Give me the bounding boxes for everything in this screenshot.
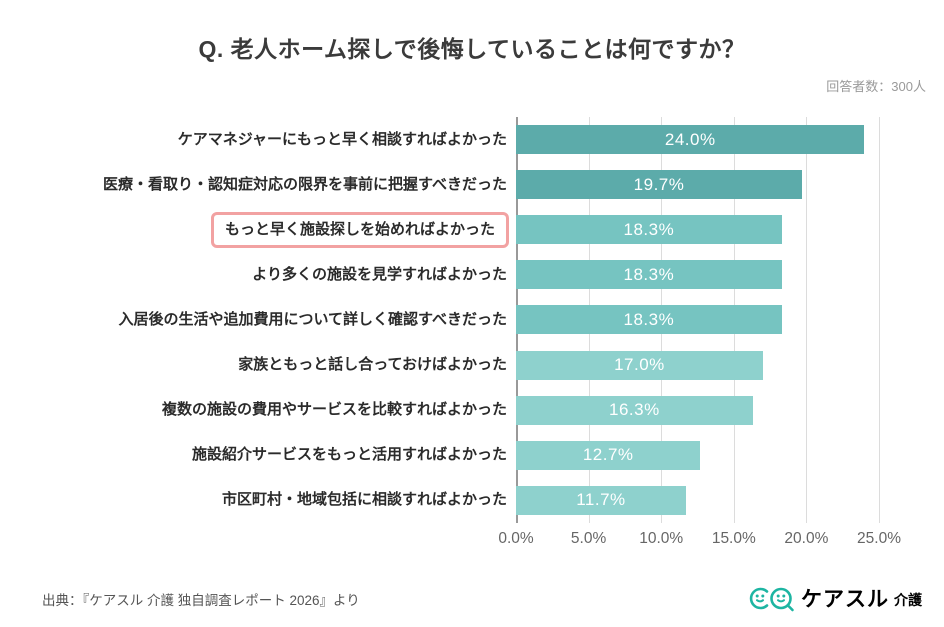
- category-label: 入居後の生活や追加費用について詳しく確認すべきだった: [118, 310, 507, 328]
- category-label: 施設紹介サービスをもっと活用すればよかった: [191, 446, 507, 464]
- bar: 18.3%: [516, 260, 782, 290]
- chart-row: 医療・看取り・認知症対応の限界を事前に把握すべきだった 19.7%: [0, 162, 944, 207]
- chart-row: 複数の施設の費用やサービスを比較すればよかった 16.3%: [0, 388, 944, 433]
- bar-cell: 11.7%: [516, 485, 879, 515]
- category-label-cell: 入居後の生活や追加費用について詳しく確認すべきだった: [0, 311, 516, 329]
- bar-value-label: 18.3%: [623, 264, 675, 284]
- bar-value-label: 19.7%: [633, 174, 685, 194]
- bar-value-label: 18.3%: [623, 309, 675, 329]
- bar-cell: 12.7%: [516, 440, 879, 470]
- logo-faces-icon: [749, 587, 794, 612]
- chart-row: もっと早く施設探しを始めればよかった 18.3%: [0, 207, 944, 252]
- chart-row: ケアマネジャーにもっと早く相談すればよかった 24.0%: [0, 117, 944, 162]
- category-label-cell: 医療・看取り・認知症対応の限界を事前に把握すべきだった: [0, 176, 516, 194]
- bar-value-label: 24.0%: [664, 129, 716, 149]
- bar: 16.3%: [516, 395, 753, 425]
- brand-logo: ケアスル 介護: [748, 583, 922, 613]
- bar: 18.3%: [516, 215, 782, 245]
- category-label: ケアマネジャーにもっと早く相談すればよかった: [177, 130, 507, 148]
- bar: 24.0%: [516, 125, 865, 155]
- bar: 17.0%: [516, 350, 763, 380]
- x-axis-tick-label: 15.0%: [711, 530, 756, 547]
- bar: 18.3%: [516, 305, 782, 335]
- category-label-cell: もっと早く施設探しを始めればよかった: [0, 211, 516, 248]
- x-axis-ticks: 0.0% 5.0% 10.0% 15.0% 20.0% 25.0%: [498, 530, 901, 552]
- bar: 12.7%: [516, 440, 701, 470]
- chart-title: Q. 老人ホーム探しで後悔していることは何ですか？: [198, 36, 746, 62]
- bar-cell: 16.3%: [516, 395, 879, 425]
- category-label-cell: 家族ともっと話し合っておけばよかった: [0, 356, 516, 374]
- bar: 11.7%: [516, 485, 686, 515]
- bar-cell: 19.7%: [516, 170, 879, 200]
- bar: 19.7%: [516, 170, 803, 200]
- category-label-cell: 市区町村・地域包括に相談すればよかった: [0, 491, 516, 509]
- source-text: 出典：『ケアスル 介護 独自調査レポート 2026』より: [42, 593, 360, 608]
- bar-cell: 24.0%: [516, 125, 879, 155]
- category-label-cell: 施設紹介サービスをもっと活用すればよかった: [0, 446, 516, 464]
- x-axis-tick-label: 10.0%: [639, 530, 684, 547]
- x-axis-tick-label: 25.0%: [857, 530, 901, 547]
- bar-cell: 17.0%: [516, 350, 879, 380]
- bar-value-label: 17.0%: [614, 355, 665, 375]
- category-label-cell: ケアマネジャーにもっと早く相談すればよかった: [0, 131, 516, 149]
- category-label-cell: 複数の施設の費用やサービスを比較すればよかった: [0, 401, 516, 419]
- bar-cell: 18.3%: [516, 260, 879, 290]
- bar-chart: ケアマネジャーにもっと早く相談すればよかった 24.0% 医療・看取り・認知症対応の…: [0, 117, 944, 523]
- logo-suffix-text: 介護: [894, 592, 922, 608]
- bar-value-label: 18.3%: [623, 219, 675, 239]
- bar-cell: 18.3%: [516, 305, 879, 335]
- x-axis-tick-label: 0.0%: [498, 530, 534, 547]
- chart-row: より多くの施設を見学すればよかった 18.3%: [0, 252, 944, 297]
- category-label-highlighted: もっと早く施設探しを始めればよかった: [210, 211, 509, 248]
- category-label: 複数の施設の費用やサービスを比較すればよかった: [161, 401, 507, 419]
- category-label-cell: より多くの施設を見学すればよかった: [0, 266, 516, 284]
- chart-row: 入居後の生活や追加費用について詳しく確認すべきだった 18.3%: [0, 297, 944, 342]
- bar-cell: 18.3%: [516, 215, 879, 245]
- category-label: 医療・看取り・認知症対応の限界を事前に把握すべきだった: [103, 175, 507, 193]
- chart-row: 市区町村・地域包括に相談すればよかった 11.7%: [0, 478, 944, 523]
- bar-value-label: 16.3%: [608, 400, 660, 420]
- chart-row: 施設紹介サービスをもっと活用すればよかった 12.7%: [0, 433, 944, 478]
- category-label: より多くの施設を見学すればよかった: [252, 265, 507, 283]
- category-label: 家族ともっと話し合っておけばよかった: [238, 356, 507, 374]
- x-axis-tick-label: 20.0%: [784, 530, 829, 547]
- x-axis-tick-label: 5.0%: [570, 530, 607, 547]
- chart-rows: ケアマネジャーにもっと早く相談すればよかった 24.0% 医療・看取り・認知症対応の…: [0, 117, 944, 523]
- logo-brand-text: ケアスル: [801, 588, 889, 611]
- respondents-count: 回答者数：300人: [826, 79, 926, 94]
- bar-value-label: 12.7%: [582, 445, 634, 465]
- category-label: 市区町村・地域包括に相談すればよかった: [221, 491, 507, 509]
- bar-value-label: 11.7%: [576, 490, 626, 510]
- chart-row: 家族ともっと話し合っておけばよかった 17.0%: [0, 342, 944, 387]
